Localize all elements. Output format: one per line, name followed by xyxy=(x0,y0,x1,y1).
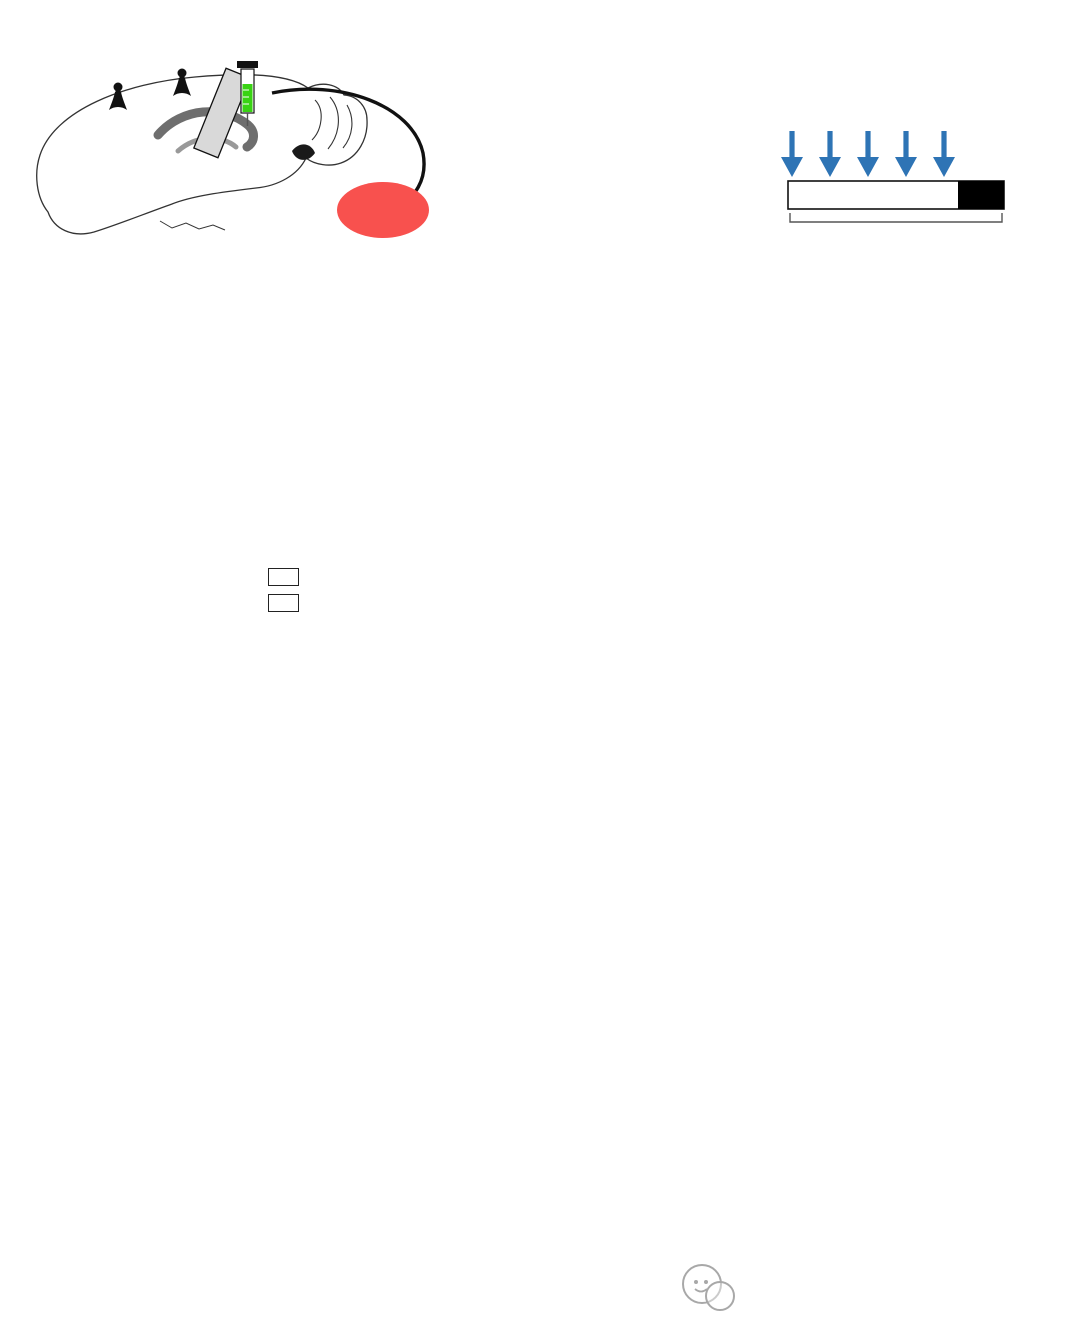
legend-G xyxy=(268,568,308,620)
brain-outline xyxy=(36,74,368,235)
corpus-callosum xyxy=(153,107,258,152)
legend-item-chr2 xyxy=(268,568,308,586)
duration-bracket xyxy=(789,213,1003,223)
dark-bar xyxy=(958,181,1004,209)
eeg-electrode-icon xyxy=(109,82,127,110)
muscle-shape xyxy=(337,182,429,238)
jaw-line xyxy=(159,220,226,231)
microscopy-image xyxy=(510,36,708,236)
microscopy-svg xyxy=(510,36,708,236)
panel-A-schematic xyxy=(36,61,429,238)
stim-arrows xyxy=(781,131,955,177)
egfp-swatch xyxy=(268,594,299,612)
watermark-logo xyxy=(682,1264,735,1311)
legend-item-egfp xyxy=(268,594,308,612)
cerebellum-fold-icon xyxy=(342,104,353,149)
brainstem-blob xyxy=(292,144,315,160)
eeg-electrode-icon xyxy=(173,68,191,96)
syringe-icon xyxy=(237,61,258,126)
watermark xyxy=(676,1258,738,1318)
panel-C-protocol xyxy=(781,131,1005,223)
cerebellum-fold-icon xyxy=(311,99,322,141)
chr2-swatch xyxy=(268,568,299,586)
optic-fiber xyxy=(192,67,252,159)
cerebellum-fold-icon xyxy=(327,96,339,150)
